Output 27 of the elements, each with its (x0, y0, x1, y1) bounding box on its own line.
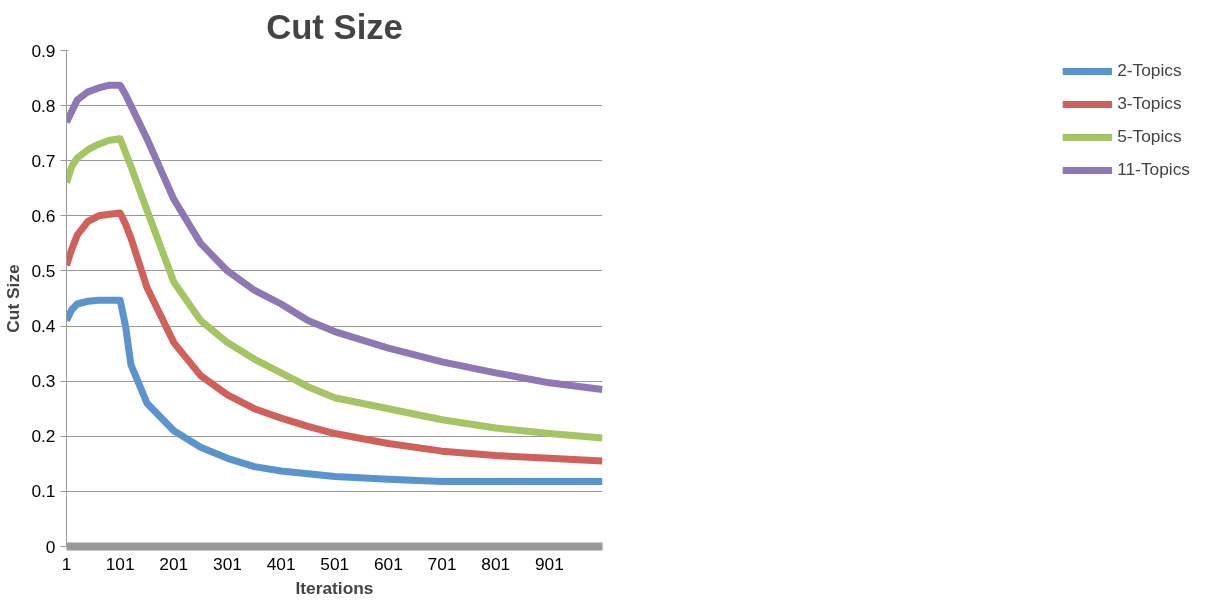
x-tick-label: 301 (213, 553, 242, 574)
x-tick-label: 801 (481, 553, 511, 574)
y-axis-title: Cut Size (3, 263, 24, 333)
y-tick-label: 0.3 (31, 371, 56, 392)
legend-label: 2-Topics (1117, 60, 1182, 81)
x-tick-label: 401 (266, 553, 296, 574)
x-tick-label: 501 (320, 553, 350, 574)
legend-label: 3-Topics (1117, 93, 1182, 114)
y-tick-label: 0.9 (31, 40, 56, 61)
legend-label: 5-Topics (1117, 126, 1182, 147)
chart-title: Cut Size (266, 7, 403, 46)
x-tick-label: 601 (373, 553, 403, 574)
x-tick-label: 101 (105, 553, 135, 574)
y-tick-label: 0 (45, 536, 56, 557)
y-tick-label: 0.7 (31, 150, 56, 171)
y-tick-label: 0.6 (31, 205, 56, 226)
y-tick-label: 0.5 (31, 260, 56, 281)
x-tick-label: 1 (61, 553, 72, 574)
x-tick-label: 701 (427, 553, 457, 574)
x-tick-label: 901 (534, 553, 564, 574)
y-tick-label: 0.1 (31, 481, 56, 502)
y-tick-label: 0.8 (31, 95, 56, 116)
y-tick-label: 0.4 (31, 316, 56, 337)
x-axis-title: Iterations (295, 577, 374, 598)
x-tick-label: 201 (159, 553, 189, 574)
y-tick-label: 0.2 (31, 426, 56, 447)
legend-label: 11-Topics (1117, 159, 1190, 180)
